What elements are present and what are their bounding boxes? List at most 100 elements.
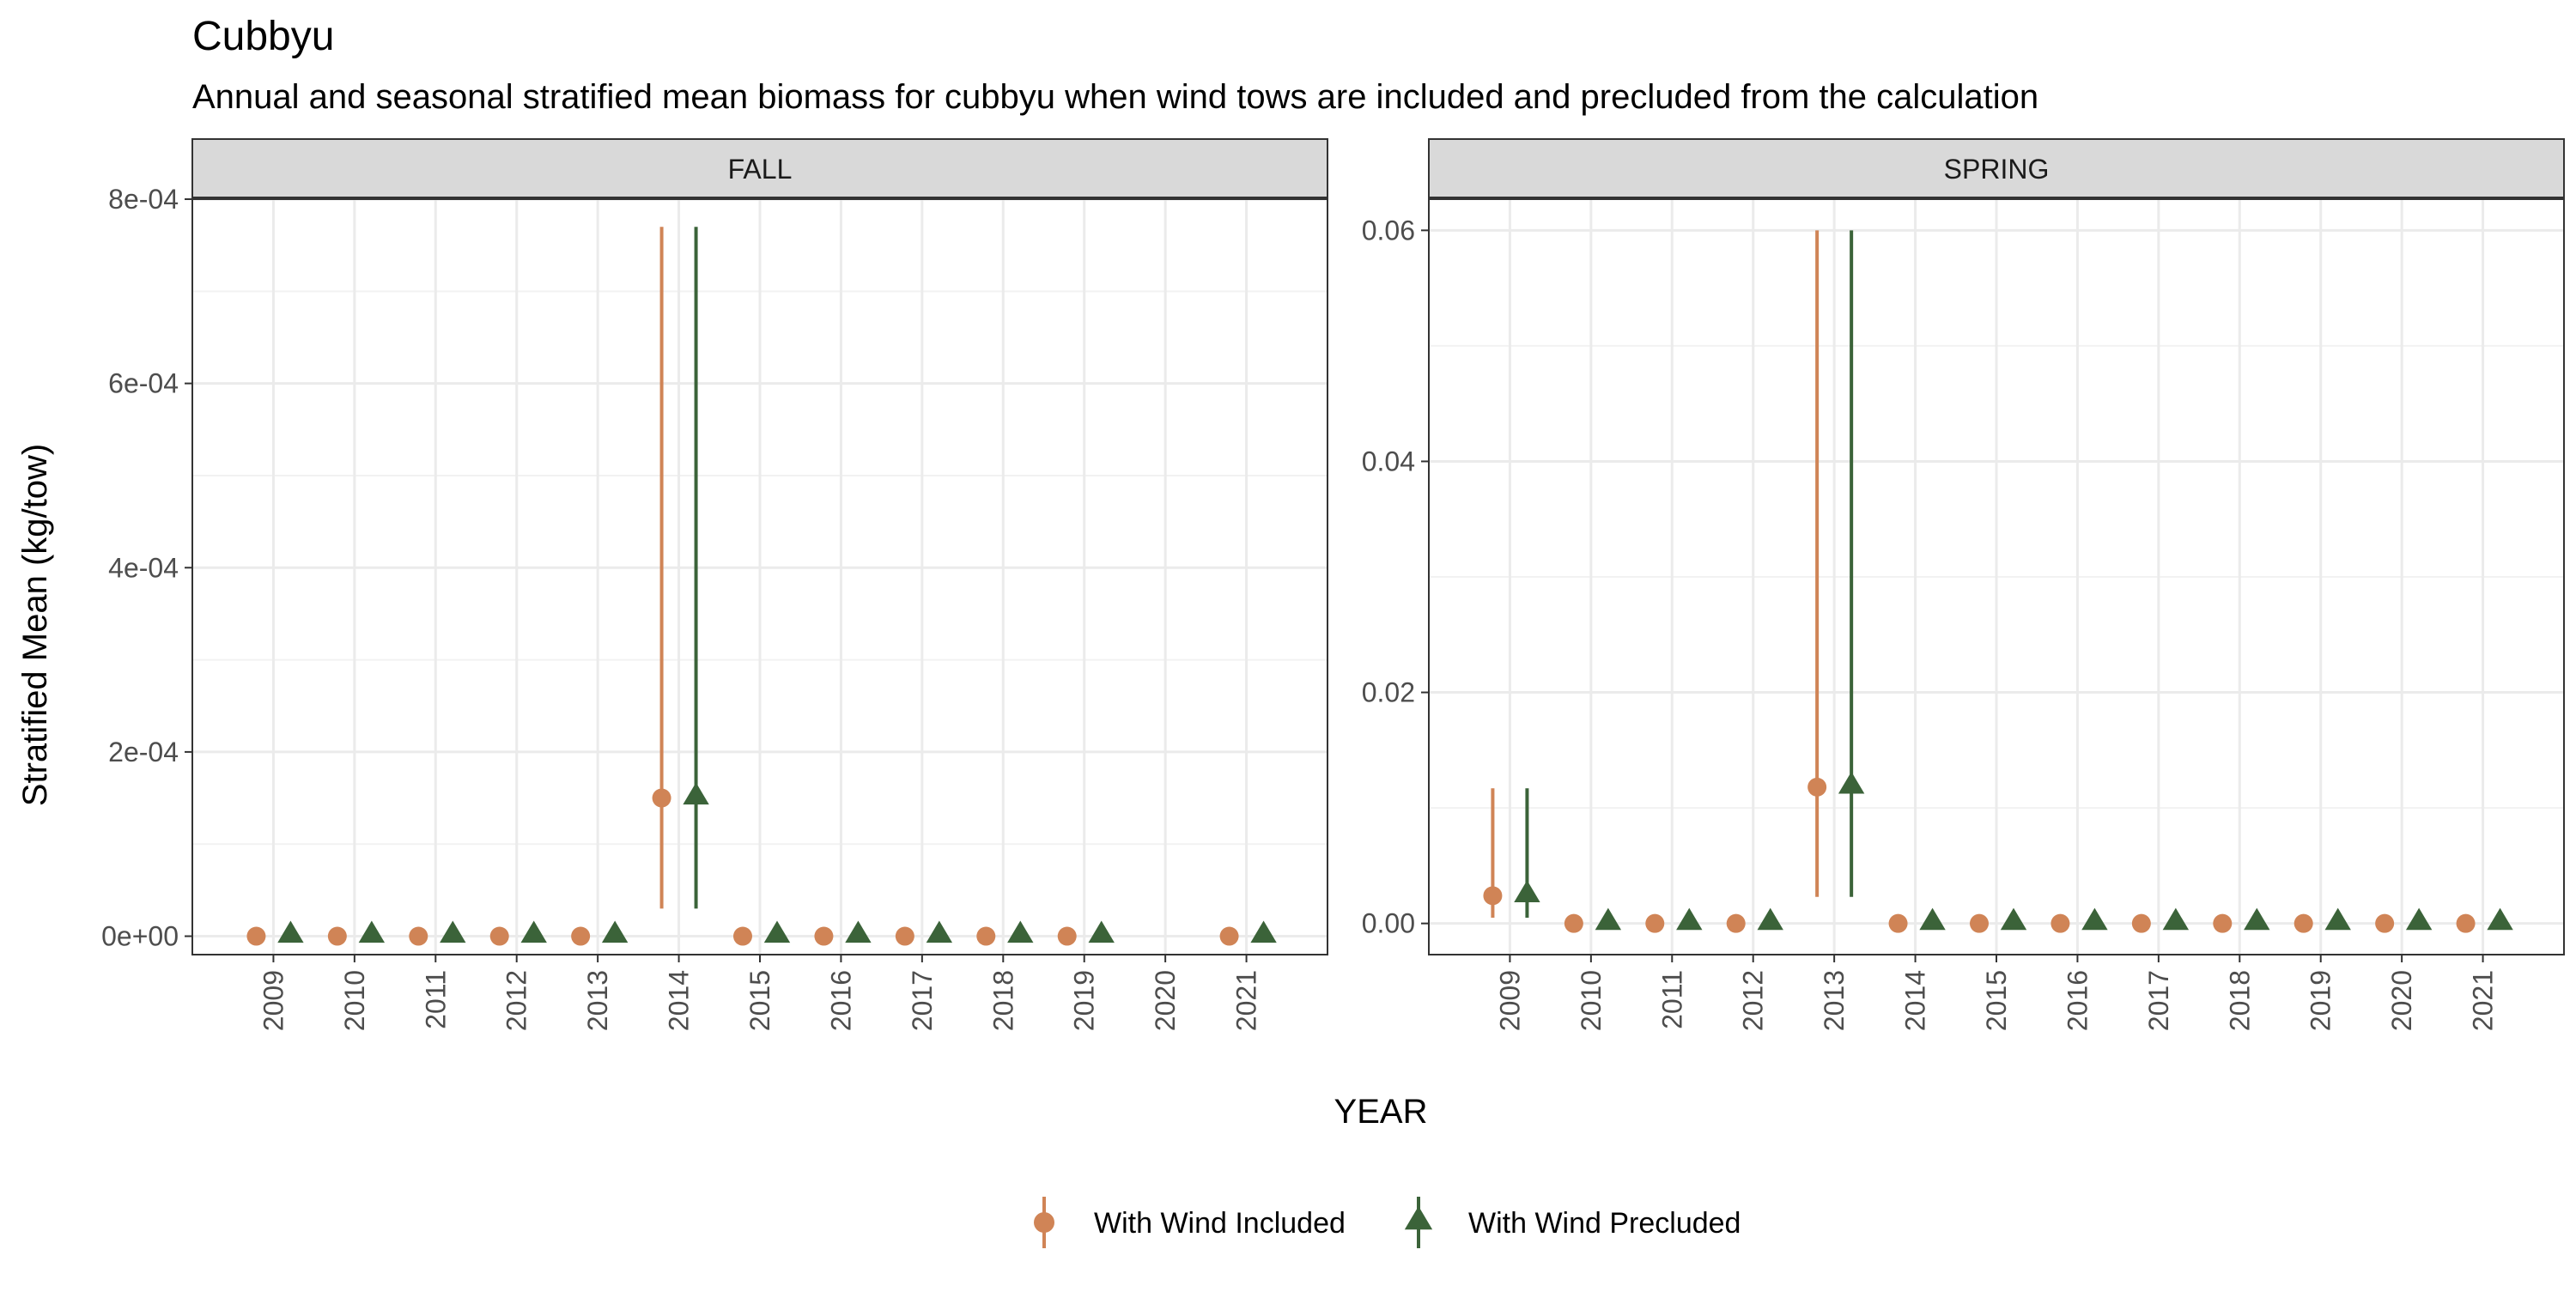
panel-spring: 0.00 0.02 0.04 0.06 2009 2010 2011 2012 2013 2014… bbox=[1362, 138, 2565, 1031]
x-tick-label: 2014 bbox=[1900, 970, 1931, 1031]
x-tick-label: 2010 bbox=[339, 970, 370, 1031]
facet-strip-label: FALL bbox=[728, 154, 793, 185]
x-tick-label: 2017 bbox=[907, 970, 938, 1031]
x-tick-label: 2012 bbox=[501, 970, 532, 1031]
facet-strip-label: SPRING bbox=[1944, 154, 2050, 185]
data-point-circle bbox=[1219, 926, 1239, 946]
data-point-triangle bbox=[926, 920, 953, 943]
facet-strip bbox=[191, 138, 1328, 198]
legend-key-triangle bbox=[1404, 1206, 1433, 1230]
panels: 0e+00 2e-04 4e-04 6e-04 8e-04 2009 2010 2011 201… bbox=[101, 138, 2565, 1031]
x-tick-label: 2016 bbox=[825, 970, 856, 1031]
x-tick-label: 2016 bbox=[2062, 970, 2093, 1031]
legend-item: With Wind Included bbox=[1034, 1197, 1346, 1248]
data-point-triangle bbox=[1838, 771, 1865, 794]
data-point-circle bbox=[2050, 913, 2070, 933]
x-tick-label: 2018 bbox=[987, 970, 1018, 1031]
data-point-triangle bbox=[683, 782, 709, 805]
data-point-circle bbox=[1483, 886, 1503, 906]
chart-subtitle: Annual and seasonal stratified mean biom… bbox=[192, 78, 2038, 116]
data-point-triangle bbox=[2162, 907, 2190, 931]
panel-border bbox=[1428, 198, 2565, 955]
chart-title: Cubbyu bbox=[192, 14, 334, 59]
x-tick-label: 2021 bbox=[2468, 970, 2499, 1031]
data-point-circle bbox=[976, 926, 996, 946]
data-point-circle bbox=[2456, 913, 2476, 933]
y-tick-label: 0.00 bbox=[1362, 908, 1415, 939]
y-tick-label: 2e-04 bbox=[108, 737, 179, 767]
data-point-circle bbox=[571, 926, 591, 946]
data-point-triangle bbox=[763, 920, 791, 943]
y-tick-label: 8e-04 bbox=[108, 184, 179, 215]
legend-item: With Wind Precluded bbox=[1404, 1197, 1741, 1248]
data-point-triangle bbox=[1007, 920, 1034, 943]
data-point-circle bbox=[1564, 913, 1583, 933]
data-point-circle bbox=[652, 788, 671, 808]
data-point-triangle bbox=[1595, 907, 1622, 931]
legend-key-circle bbox=[1034, 1212, 1054, 1233]
x-tick-label: 2014 bbox=[664, 970, 695, 1031]
data-point-circle bbox=[489, 926, 509, 946]
y-tick-label: 0.02 bbox=[1362, 677, 1415, 708]
data-point-triangle bbox=[1919, 907, 1946, 931]
legend: With Wind Included With Wind Precluded bbox=[1034, 1197, 1741, 1248]
x-tick-label: 2021 bbox=[1231, 970, 1262, 1031]
data-point-triangle bbox=[1514, 880, 1540, 902]
y-tick-label: 0e+00 bbox=[101, 921, 179, 952]
data-point-triangle bbox=[277, 920, 304, 943]
data-point-triangle bbox=[2000, 907, 2027, 931]
data-point-triangle bbox=[2324, 907, 2351, 931]
data-point-circle bbox=[733, 926, 752, 946]
x-tick-label: 2015 bbox=[744, 970, 775, 1031]
legend-label: With Wind Included bbox=[1094, 1207, 1346, 1240]
data-point-circle bbox=[895, 926, 914, 946]
panel-fall: 0e+00 2e-04 4e-04 6e-04 8e-04 2009 2010 2011 201… bbox=[101, 138, 1328, 1031]
data-point-triangle bbox=[601, 920, 629, 943]
data-point-circle bbox=[1970, 913, 1989, 933]
data-point-circle bbox=[1726, 913, 1746, 933]
data-point-circle bbox=[409, 926, 428, 946]
data-point-triangle bbox=[2244, 907, 2270, 931]
y-tick-label: 0.06 bbox=[1362, 215, 1415, 246]
x-axis-label: YEAR bbox=[1334, 1093, 1428, 1131]
x-tick-label: 2010 bbox=[1576, 970, 1607, 1031]
data-point-triangle bbox=[1676, 907, 1703, 931]
x-tick-label: 2019 bbox=[2306, 970, 2336, 1031]
y-axis-label: Stratified Mean (kg/tow) bbox=[16, 444, 54, 806]
data-point-triangle bbox=[2487, 907, 2513, 931]
data-point-triangle bbox=[520, 920, 547, 943]
data-point-circle bbox=[1807, 777, 1827, 797]
data-point-circle bbox=[246, 926, 266, 946]
data-point-circle bbox=[327, 926, 347, 946]
x-tick-label: 2011 bbox=[1656, 970, 1687, 1029]
facet-strip bbox=[1428, 138, 2565, 198]
data-point-circle bbox=[814, 926, 834, 946]
data-point-triangle bbox=[440, 920, 466, 943]
panel-border bbox=[191, 198, 1328, 955]
x-tick-label: 2011 bbox=[420, 970, 451, 1029]
data-point-circle bbox=[2293, 913, 2313, 933]
x-tick-label: 2018 bbox=[2224, 970, 2255, 1031]
y-tick-label: 0.04 bbox=[1362, 446, 1415, 476]
data-point-circle bbox=[2375, 913, 2395, 933]
data-point-triangle bbox=[1757, 907, 1783, 931]
data-point-circle bbox=[2131, 913, 2151, 933]
data-point-circle bbox=[1645, 913, 1665, 933]
x-tick-label: 2015 bbox=[1981, 970, 2012, 1031]
x-tick-label: 2009 bbox=[258, 970, 289, 1031]
data-point-triangle bbox=[2405, 907, 2433, 931]
x-tick-label: 2019 bbox=[1069, 970, 1100, 1031]
x-tick-label: 2020 bbox=[2386, 970, 2417, 1031]
data-point-triangle bbox=[845, 920, 872, 943]
x-tick-label: 2013 bbox=[582, 970, 613, 1031]
y-tick-label: 4e-04 bbox=[108, 552, 179, 583]
data-point-circle bbox=[1888, 913, 1908, 933]
x-tick-label: 2017 bbox=[2143, 970, 2174, 1031]
data-point-triangle bbox=[1250, 920, 1277, 943]
x-tick-label: 2009 bbox=[1494, 970, 1525, 1031]
data-point-circle bbox=[1057, 926, 1077, 946]
y-tick-label: 6e-04 bbox=[108, 368, 179, 399]
data-point-circle bbox=[2213, 913, 2233, 933]
